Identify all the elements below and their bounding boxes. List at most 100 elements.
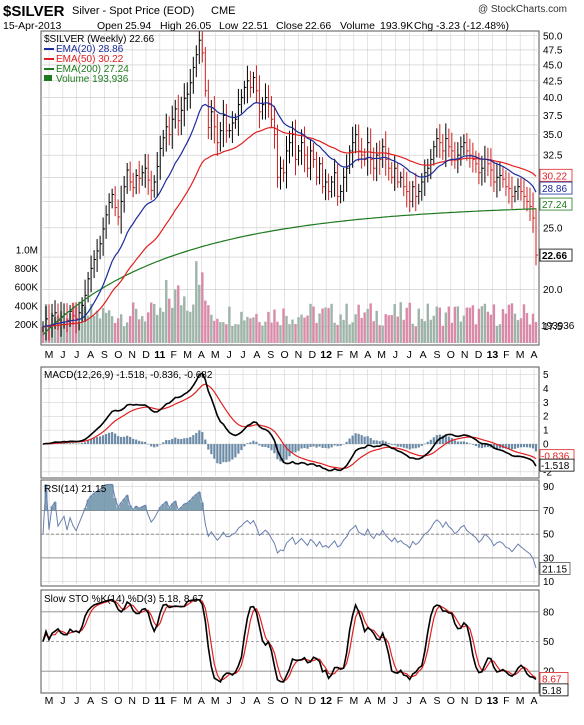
- macd-histogram-bar: [105, 433, 108, 445]
- macd-tick-label: 4: [543, 384, 549, 395]
- x-tick-label: D: [142, 349, 150, 361]
- macd-line: [42, 372, 537, 472]
- macd-histogram-bar: [65, 443, 69, 445]
- volume-bar: [258, 322, 261, 343]
- volume-bar: [162, 311, 165, 343]
- volume-bar: [486, 311, 490, 343]
- volume-bar: [288, 324, 291, 343]
- volume-bar: [273, 309, 276, 343]
- volume-bar: [396, 316, 399, 343]
- volume-bar: [513, 313, 517, 343]
- macd-histogram-bar: [531, 444, 535, 449]
- volume-bar: [480, 306, 484, 343]
- macd-histogram-bar: [285, 444, 288, 460]
- volume-bar: [134, 308, 138, 343]
- macd-histogram-bar: [453, 440, 456, 445]
- x-tick-label: O: [280, 349, 288, 361]
- macd-histogram-bar: [528, 444, 532, 448]
- volume-bar: [333, 322, 336, 343]
- volume-bar: [201, 272, 204, 343]
- volume-bar: [471, 305, 475, 343]
- ema-lines: [42, 101, 537, 336]
- macd-histogram-bar: [231, 444, 234, 460]
- macd-histogram-bar: [59, 443, 63, 445]
- volume-bar: [363, 312, 366, 343]
- macd-histogram-bar: [129, 436, 132, 445]
- macd-histogram-bar: [393, 444, 396, 446]
- macd-histogram-bar: [177, 438, 180, 445]
- volume-bar: [381, 325, 384, 343]
- macd-histogram-bar: [180, 438, 183, 445]
- macd-histogram-bar: [273, 444, 276, 454]
- macd-histogram-bar: [375, 440, 378, 445]
- macd-histogram-bar: [156, 444, 159, 447]
- macd-histogram-bar: [237, 444, 240, 454]
- x-tick-label: A: [253, 349, 260, 361]
- macd-histogram-bar: [210, 444, 213, 455]
- volume-bar: [459, 321, 463, 343]
- volume-bar: [228, 306, 231, 343]
- x-tick-label: J: [393, 349, 398, 361]
- volume-bar: [216, 318, 219, 343]
- macd-histogram-bar: [243, 444, 246, 447]
- price-value-label: 30.22: [542, 171, 567, 182]
- volume-bar: [447, 306, 451, 343]
- x-tick-label: J: [407, 695, 412, 707]
- macd-panel: [40, 366, 540, 479]
- macd-histogram-bar: [138, 440, 141, 445]
- macd-histogram-bar: [450, 438, 453, 445]
- macd-histogram-bar: [426, 441, 429, 445]
- x-tick-label: N: [295, 695, 303, 707]
- macd-histogram-bar: [198, 430, 201, 445]
- volume-bar: [387, 315, 390, 343]
- macd-histogram-bar: [297, 444, 300, 451]
- volume-bar: [342, 319, 345, 343]
- price-panel-title: $SILVER (Weekly) 22.66: [44, 34, 155, 45]
- rsi-tick-label: 50: [543, 530, 555, 541]
- macd-histogram-bar: [150, 444, 153, 447]
- x-tick-label: A: [198, 695, 205, 707]
- sto-value-label: 8.67: [542, 674, 562, 685]
- volume-bar: [255, 313, 258, 343]
- macd-histogram-bar: [486, 444, 490, 448]
- volume-bar: [144, 321, 147, 343]
- legend-ema50: EMA(50) 30.22: [56, 54, 124, 65]
- price-tick-label: 25.0: [543, 223, 563, 234]
- x-tick-label: N: [461, 349, 469, 361]
- macd-histogram-bar: [213, 444, 216, 459]
- macd-histogram-bar: [108, 432, 111, 445]
- x-tick-label: J: [60, 695, 65, 707]
- rsi-tick-label: 30: [543, 553, 555, 564]
- macd-histogram-bar: [411, 444, 414, 449]
- volume-bar: [474, 324, 478, 343]
- rsi-panel-title: RSI(14) 21.15: [44, 484, 107, 495]
- rsi-panel: [40, 479, 540, 587]
- macd-histogram-bar: [402, 444, 405, 448]
- macd-histogram-bar: [228, 444, 231, 462]
- rsi-tick-label: 90: [543, 482, 555, 493]
- macd-histogram-bar: [516, 444, 520, 448]
- volume-bar: [423, 321, 426, 343]
- macd-histogram-bar: [102, 435, 105, 445]
- macd-histogram-bar: [381, 440, 384, 445]
- rsi-tick-label: 10: [543, 577, 555, 588]
- sto-k-line: [42, 598, 537, 684]
- volume-bar: [528, 324, 532, 343]
- price-value-box: [539, 197, 573, 211]
- volume-bar: [177, 285, 180, 343]
- macd-histogram-bar: [495, 444, 499, 449]
- macd-histogram-bar: [93, 438, 96, 445]
- x-tick-label: S: [433, 349, 440, 361]
- rsi-line: [42, 483, 537, 569]
- volume-bar: [339, 314, 342, 343]
- macd-histogram-bar: [447, 436, 450, 445]
- volume-bar: [435, 306, 438, 343]
- macd-tick-label: 2: [543, 412, 549, 423]
- x-tick-label: F: [171, 695, 177, 707]
- volume-bar: [141, 316, 144, 343]
- macd-histogram-bar: [342, 444, 345, 445]
- volume-bar: [192, 304, 195, 343]
- macd-histogram-bar: [519, 444, 523, 448]
- macd-histogram-bar: [201, 432, 204, 445]
